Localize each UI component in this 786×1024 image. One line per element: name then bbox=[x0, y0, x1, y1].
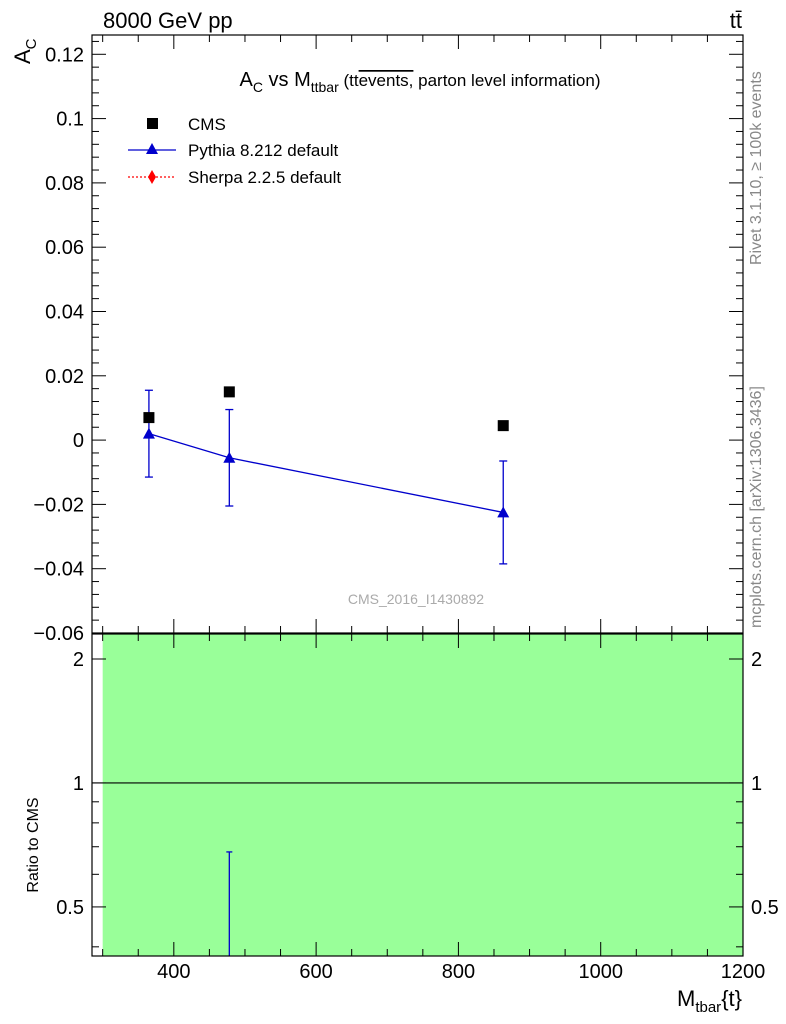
ytick-label: −0.06 bbox=[33, 623, 84, 645]
legend: CMS Pythia 8.212 default Sherpa 2.2.5 de… bbox=[128, 115, 341, 187]
bottom-frame bbox=[91, 633, 744, 957]
legend-cms-marker bbox=[147, 118, 158, 129]
ratio-uncertainty-band bbox=[102, 634, 743, 956]
ratio-ytick-label-right: 1 bbox=[751, 773, 762, 795]
top-data bbox=[142, 386, 510, 565]
process-label: tt̄ bbox=[730, 8, 742, 33]
pythia-point bbox=[142, 427, 155, 439]
xtick-label: 800 bbox=[442, 961, 475, 983]
top-yticks: −0.06 −0.04 −0.02 0 0.02 0.04 0.06 0.08 0.1 0.12 bbox=[33, 35, 744, 645]
ytick-label: −0.04 bbox=[33, 559, 84, 581]
energy-label: 8000 GeV pp bbox=[103, 8, 233, 33]
xtick-label: 600 bbox=[299, 961, 332, 983]
ytick-label: 0.08 bbox=[45, 173, 84, 195]
chart-title: AC vs Mttbar (ttevents, parton level inf… bbox=[239, 69, 600, 95]
ytick-label: 0 bbox=[73, 430, 84, 452]
ratio-ytick-label: 2 bbox=[73, 649, 84, 671]
xtick-label: 400 bbox=[157, 961, 190, 983]
xlabel: Mtbar{t} bbox=[677, 986, 742, 1016]
ratio-ytick-label: 0.5 bbox=[56, 897, 84, 919]
ytick-label: 0.02 bbox=[45, 366, 84, 388]
ytick-label: 0.04 bbox=[45, 301, 84, 323]
ratio-ytick-label-right: 2 bbox=[751, 649, 762, 671]
legend-sherpa-marker bbox=[148, 170, 156, 184]
xtick-label: 1000 bbox=[578, 961, 623, 983]
ratio-ytick-label: 1 bbox=[73, 773, 84, 795]
pythia-point bbox=[223, 451, 236, 463]
mcplots-label: mcplots.cern.ch [arXiv:1306.3436] bbox=[748, 386, 765, 628]
ratio-data bbox=[92, 782, 743, 956]
ratio-ylabel: Ratio to CMS bbox=[25, 797, 42, 892]
pythia-line bbox=[148, 433, 504, 514]
cms-point bbox=[223, 386, 235, 398]
ytick-label: −0.02 bbox=[33, 494, 84, 516]
legend-sherpa-label: Sherpa 2.2.5 default bbox=[188, 168, 341, 187]
ratio-band bbox=[102, 634, 743, 956]
rivet-label: Rivet 3.1.10, ≥ 100k events bbox=[748, 71, 765, 265]
top-frame bbox=[91, 34, 744, 634]
ytick-label: 0.06 bbox=[45, 237, 84, 259]
bottom-yticks: 0.5 0.5 1 1 2 2 bbox=[56, 649, 779, 948]
analysis-watermark: CMS_2016_I1430892 bbox=[348, 591, 484, 607]
xtick-label: 1200 bbox=[721, 961, 766, 983]
cms-point bbox=[497, 420, 509, 432]
legend-pythia-marker bbox=[146, 143, 158, 154]
ratio-ytick-label-right: 0.5 bbox=[751, 897, 779, 919]
legend-pythia-label: Pythia 8.212 default bbox=[188, 141, 339, 160]
pythia-point bbox=[497, 506, 510, 518]
cms-point bbox=[143, 412, 155, 424]
top-ylabel: AC bbox=[10, 38, 40, 64]
bottom-xticks: 400 600 800 1000 1200 bbox=[102, 634, 766, 983]
ytick-label: 0.12 bbox=[45, 44, 84, 66]
top-axes bbox=[91, 34, 744, 634]
legend-cms-label: CMS bbox=[188, 115, 226, 134]
ytick-label: 0.1 bbox=[56, 109, 84, 131]
